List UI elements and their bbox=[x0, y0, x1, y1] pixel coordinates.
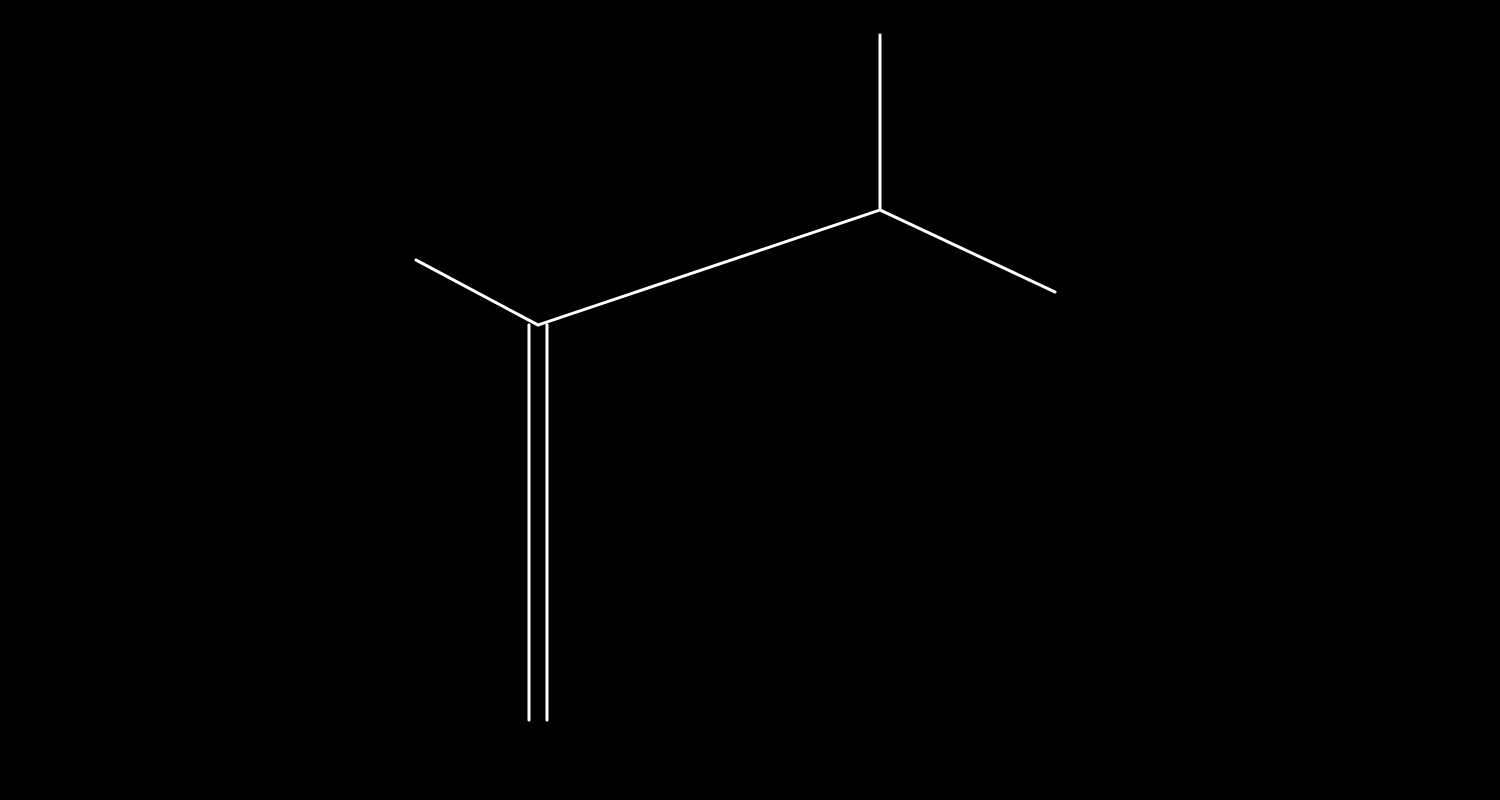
molecule-diagram bbox=[0, 0, 1500, 800]
bond-2 bbox=[538, 210, 880, 325]
bond-1 bbox=[880, 210, 1055, 292]
bond-3 bbox=[416, 260, 538, 325]
